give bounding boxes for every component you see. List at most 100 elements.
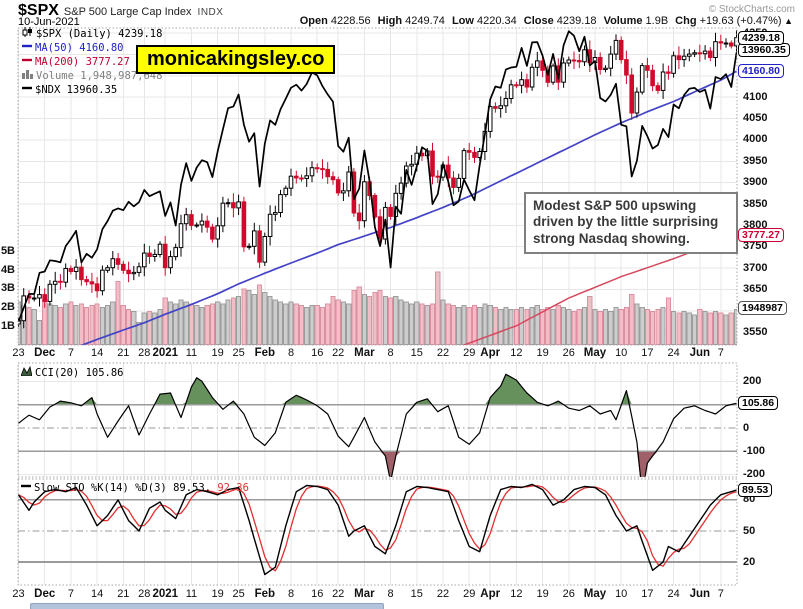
price-value-tag: 4239.18: [738, 30, 784, 45]
legend-sto-d-value: 92.36: [211, 481, 249, 494]
legend-ma50-label: MA(50) 4160.80: [35, 41, 124, 54]
date-axis-label: 17: [641, 347, 654, 359]
price-axis-label: 3900: [743, 176, 768, 189]
date-axis-label: 11: [185, 588, 198, 600]
date-axis-label: 15: [410, 347, 423, 359]
date-axis-label: 22: [332, 588, 345, 600]
legend-ma200-label: MA(200) 3777.27: [35, 55, 130, 68]
price-value-tag: 4160.80: [738, 64, 784, 79]
date-axis-label: Mar: [354, 588, 375, 600]
line-dash-icon: [22, 55, 32, 69]
legend-volume-label: Volume 1,948,987,648: [36, 69, 163, 82]
date-axis-label: 23: [12, 588, 25, 600]
quote-value: 4220.34: [473, 15, 517, 27]
volume-axis-label: 1B: [0, 319, 15, 332]
date-axis-label: 12: [510, 347, 523, 359]
quote-label: Volume: [603, 15, 643, 27]
cci-axis-label: -200: [743, 468, 766, 481]
date-axis-label: 25: [232, 347, 245, 359]
date-axis-label: 22: [436, 347, 450, 359]
date-axis-label: Feb: [254, 347, 276, 359]
main-legend: $SPX (Daily) 4239.18 MA(50) 4160.80 MA(200…: [22, 27, 162, 97]
date-axis-label: 10: [615, 588, 628, 600]
quote-label: Chg: [675, 15, 697, 27]
date-axis-label: 19: [536, 588, 549, 600]
index-title: S&P 500 Large Cap Index: [63, 6, 192, 18]
date-axis-label: Jun: [689, 347, 711, 359]
date-axis-label: 24: [667, 347, 680, 359]
chart-date: 10-Jun-2021: [18, 16, 80, 28]
cci-axis-label: 0: [743, 421, 750, 434]
legend-volume: Volume 1,948,987,648: [22, 69, 162, 83]
quote-value: 1.9B: [642, 15, 669, 27]
price-axis-label: 3950: [743, 154, 768, 167]
date-axis-label: Apr: [480, 347, 501, 359]
quote-value: 4239.18: [553, 15, 597, 27]
quote-label: Open: [299, 15, 328, 27]
date-axis-label: 14: [90, 588, 104, 600]
price-axis-label: 3800: [743, 218, 768, 231]
date-axis-label: May: [583, 588, 607, 600]
price-axis-label: 3850: [743, 197, 768, 210]
volume-axis-label: 4B: [0, 263, 15, 276]
date-axis-label: 7: [717, 347, 724, 359]
legend-ndx-label: $NDX 13960.35: [35, 83, 118, 96]
legend-sto-row: Slow STO %K(14) %D(3) 89.53, 92.36: [21, 481, 249, 495]
sto-axis-label: 20: [743, 555, 756, 568]
quote-label: Low: [451, 15, 474, 27]
price-axis-label: 4050: [743, 112, 768, 125]
ndx-value-tag: 13960.35: [738, 42, 790, 57]
date-axis-label: 16: [311, 588, 324, 600]
cci-legend: CCI(20) 105.86: [20, 365, 124, 380]
date-axis-label: 16: [311, 347, 324, 359]
watermark-banner: monicakingsley.co: [136, 45, 336, 74]
date-axis-label: 29: [463, 588, 476, 600]
line-dash-icon: [22, 41, 32, 55]
date-axis-label: 8: [287, 347, 295, 359]
price-value-tag: 3777.27: [738, 228, 784, 243]
date-axis-label: 23: [12, 347, 25, 359]
legend-cci-row-label: CCI(20) 105.86: [35, 366, 124, 379]
legend-sto-row-label: Slow STO %K(14) %D(3) 89.53,: [34, 481, 212, 494]
annotation-text-line: Modest S&P 500 upswing: [533, 198, 697, 213]
sto-axis-label: 50: [743, 524, 756, 537]
quote-label: High: [377, 15, 403, 27]
date-axis-label: 19: [536, 347, 549, 359]
date-axis-label: 2021: [152, 347, 179, 359]
date-axis-label: 25: [232, 588, 245, 600]
date-axis-label: 8: [287, 588, 295, 600]
date-axis-label: 22: [332, 347, 345, 359]
exchange-label: INDX: [197, 7, 224, 18]
symbol-label: $SPX: [18, 2, 59, 19]
date-axis-label: Feb: [254, 588, 276, 600]
price-axis-label: 3650: [743, 282, 768, 295]
date-axis-label: 28: [138, 347, 151, 359]
area-icon: [20, 365, 33, 380]
price-axis-label: 3750: [743, 240, 768, 253]
date-axis-label: Dec: [34, 588, 56, 600]
sto-legend: Slow STO %K(14) %D(3) 89.53, 92.36: [21, 481, 249, 495]
date-axis-label: 2021: [152, 588, 179, 600]
stockcharts-credit: © StockCharts.com: [708, 4, 795, 15]
date-axis-label: 22: [436, 588, 450, 600]
date-axis-label: 11: [185, 347, 198, 359]
legend-ndx: $NDX 13960.35: [22, 83, 162, 97]
date-axis-label: Dec: [34, 347, 56, 359]
legend-ma200: MA(200) 3777.27: [22, 55, 162, 69]
date-axis-label: 8: [387, 347, 394, 359]
date-axis-label: 12: [510, 588, 523, 600]
quote-value: +19.63 (+0.47%): [696, 15, 782, 27]
legend-ma50: MA(50) 4160.80: [22, 41, 162, 55]
date-axis-label: 8: [387, 588, 394, 600]
h-scrollbar-thumb[interactable]: [30, 603, 384, 609]
date-axis-label: Jun: [689, 588, 711, 600]
date-axis-label: Mar: [354, 347, 375, 359]
date-axis-label: 19: [211, 347, 224, 359]
date-axis-label: 24: [667, 588, 680, 600]
date-axis-label: 29: [463, 347, 476, 359]
legend-spx: $SPX (Daily) 4239.18: [22, 27, 162, 41]
legend-spx-label: $SPX (Daily) 4239.18: [36, 27, 163, 40]
date-axis-label: 21: [117, 588, 130, 600]
